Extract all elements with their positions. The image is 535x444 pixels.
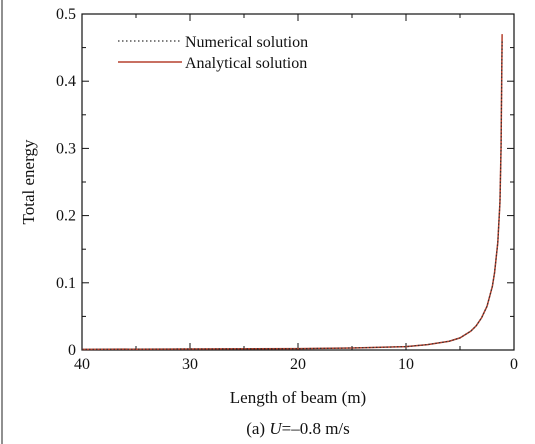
y-tick-label: 0.1 bbox=[56, 275, 76, 292]
y-tick-label: 0.3 bbox=[56, 140, 76, 157]
y-tick-label: 0.4 bbox=[56, 73, 76, 90]
caption-suffix: =–0.8 m/s bbox=[282, 419, 350, 438]
x-tick-label: 0 bbox=[510, 356, 518, 373]
y-axis-label: Total energy bbox=[19, 139, 38, 224]
y-tick-label: 0 bbox=[68, 342, 76, 359]
y-tick-label: 0.5 bbox=[56, 6, 76, 23]
series-line-numerical bbox=[81, 40, 503, 350]
x-tick-label: 10 bbox=[398, 356, 414, 373]
legend-label-analytical: Analytical solution bbox=[185, 55, 307, 72]
caption-variable: U bbox=[269, 419, 283, 438]
series-line-analytical bbox=[81, 34, 503, 351]
y-tick-label: 0.2 bbox=[56, 208, 76, 225]
x-tick-label: 40 bbox=[74, 356, 90, 373]
legend: Numerical solution Analytical solution bbox=[118, 34, 308, 72]
legend-label-numerical: Numerical solution bbox=[185, 34, 308, 51]
x-tick-label: 20 bbox=[290, 356, 306, 373]
caption-prefix: (a) bbox=[246, 419, 269, 438]
x-axis-label: Length of beam (m) bbox=[230, 388, 366, 407]
figure-caption: (a) U=–0.8 m/s bbox=[246, 419, 350, 438]
series-layer bbox=[81, 34, 503, 351]
x-tick-label: 30 bbox=[182, 356, 198, 373]
